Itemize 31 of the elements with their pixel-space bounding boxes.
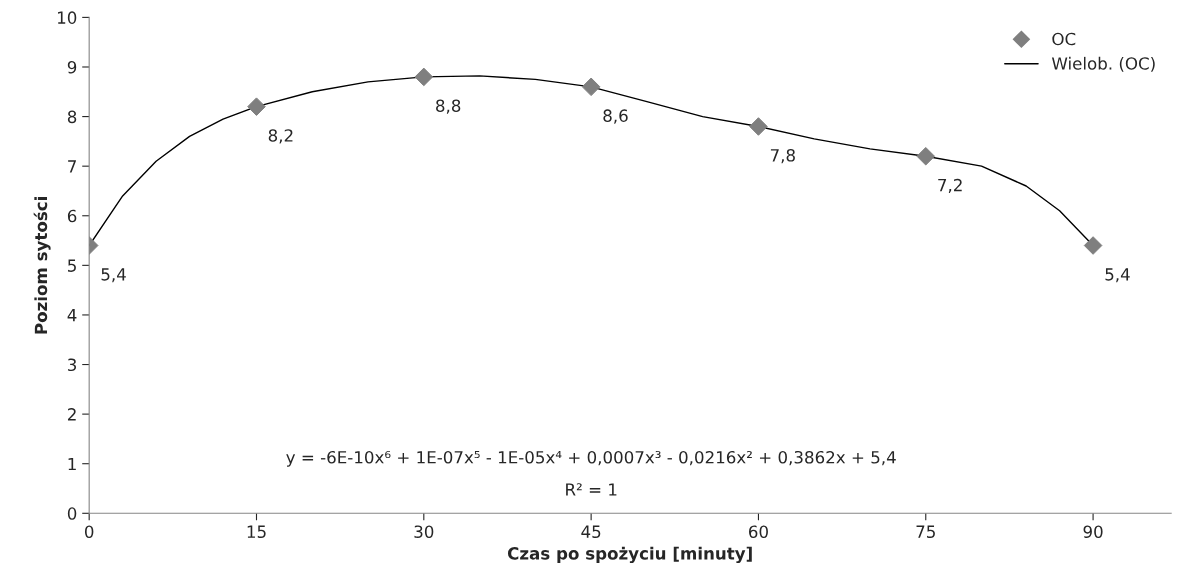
x-tick-label: 30: [414, 525, 434, 539]
legend-label: Wielob. (OC): [1051, 56, 1155, 72]
data-label: 7,8: [770, 149, 795, 164]
y-tick-label: 1: [68, 457, 76, 471]
x-axis-title: Czas po spożyciu [minuty]: [507, 546, 752, 564]
y-tick-label: 9: [67, 60, 77, 74]
x-tick-label: 60: [749, 525, 768, 539]
data-label: 8,6: [603, 109, 628, 124]
y-tick-label: 8: [67, 110, 77, 124]
y-tick-label: 7: [68, 160, 76, 173]
x-tick-label: 15: [247, 525, 266, 539]
annotation: R² = 1: [566, 483, 617, 496]
data-label: 8,2: [268, 129, 293, 144]
data-label: 8,8: [436, 99, 461, 114]
y-tick-label: 2: [67, 408, 76, 421]
y-tick-label: 5: [68, 259, 76, 272]
y-tick-label: 6: [67, 209, 77, 223]
x-tick-label: 75: [916, 525, 935, 539]
data-label: 5,4: [101, 268, 126, 283]
data-label: 7,2: [938, 178, 962, 194]
y-axis-title: Poziom sytości: [33, 197, 51, 334]
y-tick-label: 4: [67, 309, 77, 322]
data-label: 5,4: [1105, 268, 1130, 283]
legend-label: OC: [1052, 32, 1076, 46]
y-tick-label: 0: [67, 507, 77, 520]
y-tick-label: 3: [68, 358, 77, 372]
x-tick-label: 0: [84, 525, 94, 539]
annotation: y = -6E-10x⁶ + 1E-07x⁵ - 1E-05x⁴ + 0,0007x³ - 0,0216x² + 0,3862x + 5,4: [286, 450, 896, 467]
x-tick-label: 90: [1083, 525, 1103, 539]
y-tick-label: 10: [57, 11, 77, 24]
x-tick-label: 45: [581, 525, 601, 539]
